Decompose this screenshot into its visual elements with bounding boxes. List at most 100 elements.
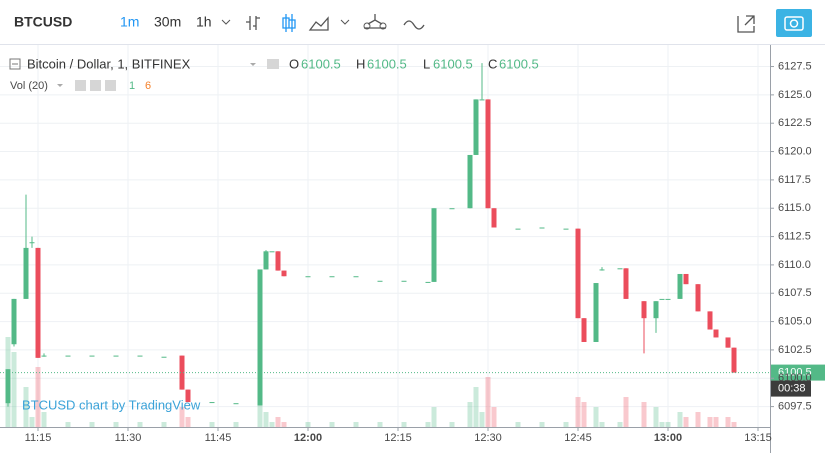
candle-body [257, 269, 263, 406]
y-tick-label: 6125.0 [778, 89, 812, 101]
candle-body [179, 355, 185, 390]
volume-bar [725, 417, 731, 427]
interval[interactable]: 1m [120, 14, 139, 30]
bars-icon[interactable] [246, 16, 260, 30]
candle-body [233, 403, 239, 405]
dropdown-icon[interactable] [250, 63, 256, 66]
collapse-icon[interactable] [9, 58, 21, 70]
area-icon[interactable] [308, 16, 329, 31]
candle-body [185, 389, 191, 403]
candle-body [65, 355, 71, 357]
candle-body [431, 208, 437, 282]
snapshot-button[interactable] [776, 9, 812, 37]
candle-body [263, 251, 269, 270]
candle-body [515, 228, 521, 230]
candle-body [35, 247, 41, 358]
candles-icon[interactable] [282, 14, 296, 32]
legend-symbol: Bitcoin / Dollar, 1, BITFINEX [27, 56, 191, 71]
volume-bar [233, 422, 239, 427]
volume-bar [161, 422, 167, 427]
candle-body [485, 99, 491, 209]
x-tick-label: 11:15 [25, 432, 52, 444]
y-tick-label: 6112.5 [778, 230, 811, 242]
volume-bar [623, 397, 629, 427]
candle-body [593, 283, 599, 342]
volume-bar [185, 417, 191, 427]
candle-body [29, 242, 35, 244]
candle-body [539, 227, 545, 229]
dropdown-icon[interactable] [221, 19, 231, 25]
volume-bar [425, 422, 431, 427]
candle-body [41, 355, 47, 357]
popout-icon[interactable] [737, 15, 755, 33]
candle-body [707, 311, 713, 330]
legend-value: 6100.5 [433, 56, 473, 71]
symbol[interactable]: BTCUSD [14, 14, 72, 30]
candle-body [425, 281, 431, 283]
candle-body [659, 298, 665, 300]
candle-body [89, 355, 95, 357]
volume-bar [599, 422, 605, 427]
candle-body [467, 154, 473, 209]
legend-label: H [356, 56, 365, 71]
y-tick-label: 6100.0 [778, 372, 812, 384]
candle-body [575, 228, 581, 319]
candle-body [11, 298, 17, 345]
volume-bar [29, 417, 35, 427]
volume-bar [209, 422, 215, 427]
volume-bar [23, 387, 29, 427]
x-tick-label: 12:15 [384, 432, 412, 444]
volume-bar [617, 422, 623, 427]
volume-bar [377, 422, 383, 427]
volume-bar [41, 412, 47, 427]
eye-icon[interactable] [267, 59, 279, 69]
compare-icon[interactable] [403, 20, 425, 30]
candle-body [713, 329, 719, 338]
volume-bar [305, 422, 311, 427]
interval[interactable]: 1h [196, 14, 212, 30]
volume-bar [575, 397, 581, 427]
volume-bar [113, 422, 119, 427]
last-price-box [771, 364, 825, 381]
volume-bar [353, 422, 359, 427]
grid [0, 45, 770, 427]
settings-icon[interactable] [90, 80, 101, 91]
volume-bar [659, 422, 665, 427]
x-tick-label: 11:30 [115, 432, 142, 444]
volume-bar [491, 407, 497, 427]
interval[interactable]: 30m [154, 14, 181, 30]
legend-label: C [488, 56, 497, 71]
volume-bar [707, 417, 713, 427]
indicators-icon [379, 22, 387, 30]
candle-body [329, 276, 335, 278]
y-tick-label: 6097.5 [778, 401, 812, 413]
candle-body [401, 280, 407, 282]
camera-icon [784, 16, 804, 31]
eye-icon[interactable] [75, 80, 86, 91]
legend-value: 6100.5 [301, 56, 341, 71]
candle-body [479, 99, 485, 101]
x-tick-label: 12:45 [564, 432, 592, 444]
candle-body [617, 268, 623, 270]
volume-bar [269, 422, 275, 427]
y-tick-label: 6102.5 [778, 344, 812, 356]
volume-bar [263, 412, 269, 427]
volume-bar [695, 412, 701, 427]
volume-bar [431, 407, 437, 427]
candle-body [161, 356, 167, 358]
watermark: BTCUSD chart by TradingView [22, 397, 201, 412]
y-tick-label: 6127.5 [778, 60, 812, 72]
dropdown-icon[interactable] [340, 19, 350, 25]
candle-body [449, 208, 455, 210]
candle-body [281, 270, 287, 277]
indicators-icon[interactable] [364, 14, 386, 29]
candle-body [305, 276, 311, 278]
countdown-label: 00:38 [778, 382, 806, 394]
indicators-icon [363, 22, 371, 30]
x-tick-label: 13:00 [654, 432, 682, 444]
y-tick-label: 6117.5 [778, 174, 811, 186]
volume-bar [539, 422, 545, 427]
dropdown-icon[interactable] [57, 84, 63, 87]
close-icon[interactable] [105, 80, 116, 91]
legend-value: 6100.5 [367, 56, 407, 71]
